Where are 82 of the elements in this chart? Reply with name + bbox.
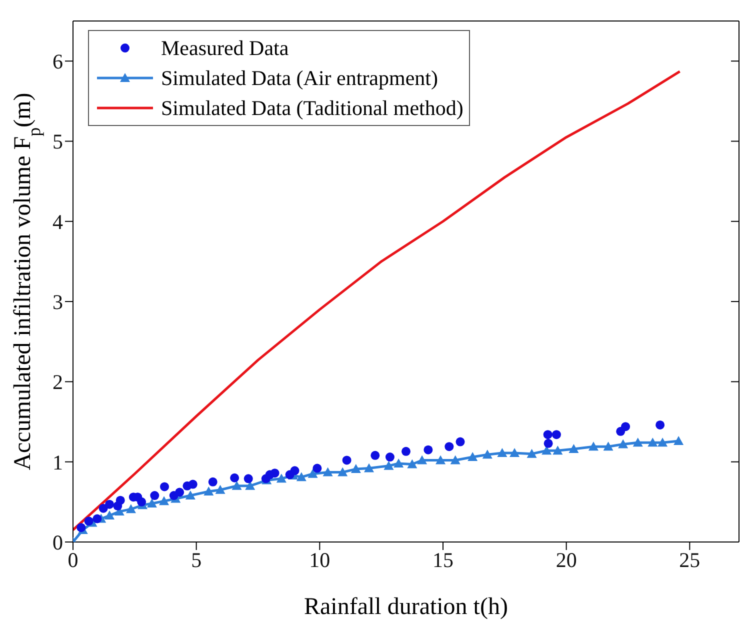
point — [175, 488, 184, 497]
point — [342, 456, 352, 465]
point — [104, 510, 115, 520]
point — [385, 452, 394, 462]
point — [92, 514, 102, 524]
point — [312, 464, 322, 473]
point — [159, 496, 170, 506]
point — [394, 458, 404, 468]
point — [656, 420, 665, 430]
point — [588, 442, 598, 451]
point — [436, 455, 446, 464]
point — [543, 430, 552, 440]
x-tick-label: 25 — [679, 548, 700, 572]
point — [126, 504, 136, 514]
point — [232, 480, 242, 490]
point — [105, 500, 114, 509]
y-tick-label: 4 — [52, 210, 64, 234]
point — [417, 455, 428, 464]
point — [364, 463, 374, 472]
point — [468, 452, 478, 462]
point — [526, 448, 537, 458]
point — [270, 468, 280, 478]
point — [648, 438, 658, 447]
point — [497, 448, 508, 458]
point — [150, 491, 160, 500]
point — [230, 473, 240, 482]
point — [290, 466, 300, 476]
point — [245, 480, 256, 490]
point — [544, 438, 553, 448]
point — [603, 442, 614, 451]
point — [424, 445, 433, 454]
y-tick-label: 1 — [52, 450, 63, 474]
legend-label: Simulated Data (Taditional method) — [161, 95, 464, 122]
point — [244, 474, 253, 484]
point — [296, 472, 306, 482]
point — [215, 484, 226, 494]
point — [444, 442, 454, 452]
x-axis-title: Rainfall duration t(h) — [304, 594, 508, 620]
point — [350, 464, 361, 474]
point — [338, 467, 348, 476]
point — [322, 467, 333, 476]
point — [402, 446, 410, 456]
point — [384, 460, 394, 470]
point — [632, 438, 643, 447]
point — [208, 477, 218, 486]
point — [552, 446, 563, 455]
point — [456, 437, 465, 446]
y-tick-label: 6 — [52, 50, 63, 74]
y-tick-label: 2 — [52, 370, 63, 394]
x-tick-label: 15 — [432, 548, 454, 572]
point — [137, 497, 146, 506]
point — [674, 436, 684, 446]
x-tick-label: 0 — [68, 548, 78, 572]
y-tick-label: 0 — [52, 530, 63, 554]
point — [160, 482, 170, 492]
point — [407, 459, 418, 468]
point — [308, 468, 318, 478]
point — [510, 448, 520, 458]
y-tick-label: 5 — [52, 130, 63, 154]
point — [482, 450, 492, 459]
point — [621, 422, 630, 432]
point — [618, 439, 628, 448]
x-tick-label: 5 — [191, 548, 202, 572]
legend-label: Simulated Data (Air entrapment) — [161, 65, 438, 92]
point — [116, 496, 125, 505]
point — [84, 516, 94, 526]
x-tick-label: 20 — [556, 548, 577, 572]
point — [370, 450, 380, 460]
point — [542, 446, 552, 455]
line-series — [73, 70, 682, 532]
x-tick-label: 10 — [309, 548, 330, 572]
point — [552, 430, 561, 440]
point — [188, 480, 198, 489]
point — [185, 490, 196, 500]
legend-label: Measured Data — [161, 35, 289, 62]
point — [146, 498, 157, 508]
y-tick-label: 3 — [52, 290, 63, 314]
point — [568, 444, 579, 454]
point — [276, 474, 286, 483]
point — [658, 438, 668, 447]
point — [204, 486, 214, 496]
point — [450, 455, 460, 464]
